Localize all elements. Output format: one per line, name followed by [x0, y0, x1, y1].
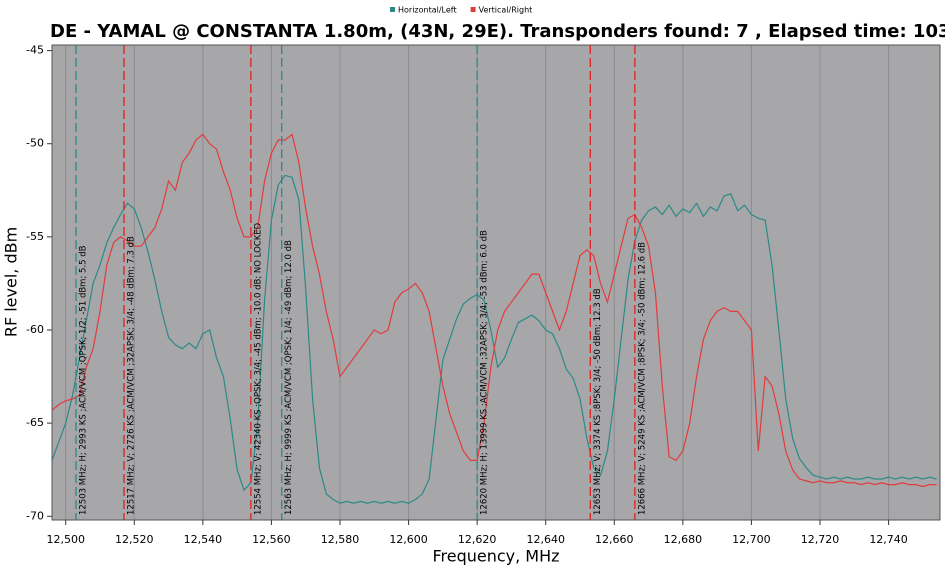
chart-title: DE - YAMAL @ CONSTANTA 1.80m, (43N, 29E)…: [50, 21, 945, 42]
legend-label: Vertical/Right: [479, 6, 533, 15]
x-tick-label: 12,560: [252, 533, 291, 546]
x-tick-label: 12,640: [526, 533, 565, 546]
y-tick-label: -45: [26, 44, 44, 57]
legend-label: Horizontal/Left: [398, 6, 457, 15]
axes: 12,500 12,520 12,540 12,560 12,580 12,600 12,6…: [26, 44, 941, 546]
marker-label: 12620 MHz; H; 13999 KS ;ACM/VCM ;32APSK;…: [480, 230, 490, 515]
x-axis-title: Frequency, MHz: [432, 547, 559, 566]
y-tick-label: -50: [26, 137, 44, 150]
x-tick-label: 12,540: [184, 533, 223, 546]
x-tick-label: 12,740: [869, 533, 908, 546]
y-axis-title: RF level, dBm: [2, 227, 21, 337]
y-tick-label: -70: [26, 509, 44, 522]
legend-swatch: [470, 7, 476, 12]
marker-label: 12653 MHz; V; 3374 KS ;8PSK; 3/4; -50 dB…: [593, 288, 603, 515]
x-tick-label: 12,500: [46, 533, 85, 546]
x-tick-label: 12,680: [664, 533, 703, 546]
plot-area: [52, 45, 940, 520]
x-tick-label: 12,600: [389, 533, 428, 546]
legend-swatch: [390, 7, 395, 12]
marker-label: 12666 MHz; V; 5249 KS ;ACM/VCM ;8PSK; 3/…: [637, 242, 647, 515]
x-tick-label: 12,720: [801, 533, 840, 546]
marker-label: 12563 MHz; H; 9999 KS ;ACM/VCM ;QPSK; 1/…: [284, 240, 294, 515]
y-tick-label: -55: [26, 230, 44, 243]
marker-label: 12503 MHz; H; 2993 KS ;ACM/VCM ;QPSK; 1/…: [79, 245, 89, 515]
plot-frame: [51, 44, 941, 521]
y-tick-label: -65: [26, 416, 44, 429]
legend: Horizontal/Left Vertical/Right: [390, 6, 532, 15]
x-tick-label: 12,660: [595, 533, 634, 546]
x-tick-label: 12,580: [321, 533, 360, 546]
marker-label: 12517 MHz; V; 2726 KS ;ACM/VCM ;32APSK; …: [127, 236, 137, 515]
x-tick-label: 12,620: [458, 533, 497, 546]
plot: 12503 MHz; H; 2993 KS ;ACM/VCM ;QPSK; 1/…: [52, 45, 937, 520]
y-tick-label: -60: [26, 323, 44, 336]
x-tick-label: 12,700: [732, 533, 771, 546]
marker-label: 12554 MHz; V; 42340 KS ;QPSK; 3/4; -45 d…: [253, 222, 263, 515]
x-tick-label: 12,520: [115, 533, 154, 546]
series-line: [52, 133, 937, 488]
